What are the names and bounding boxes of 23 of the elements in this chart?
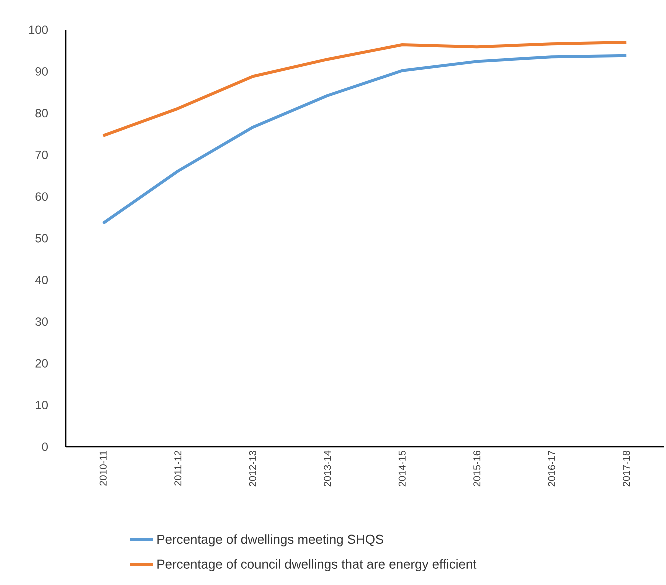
x-tick-label: 2014-15 (398, 450, 406, 487)
x-tick-label: 2015-16 (474, 450, 481, 487)
x-tick-label: 2017-18 (623, 450, 630, 487)
y-tick-label: 40 (35, 276, 48, 284)
x-tick-label: 2016-17 (548, 451, 556, 487)
x-tick-label: 2013-14 (324, 450, 332, 487)
y-tick-label: 60 (36, 192, 48, 202)
y-tick-label: 80 (36, 109, 48, 118)
y-tick-label: 50 (36, 234, 48, 243)
x-tick-label: 2010-11 (100, 451, 107, 486)
y-tick-label: 100 (29, 26, 48, 34)
y-tick-label: 20 (36, 359, 48, 368)
y-tick-label: 30 (36, 318, 48, 326)
y-tick-label: 90 (36, 67, 48, 76)
line-series (102, 54, 628, 225)
legend-label: Percentage of council dwellings that are energy efficient (158, 559, 477, 572)
y-tick-label: 70 (36, 150, 48, 160)
line-series (102, 41, 628, 138)
y-tick-label: 0 (42, 442, 48, 452)
x-tick-label: 2012-13 (249, 450, 256, 487)
y-tick-label: 10 (36, 401, 48, 410)
x-tick-label: 2011-12 (174, 451, 182, 486)
legend-label: Percentage of dwellings meeting SHQS (158, 534, 384, 547)
